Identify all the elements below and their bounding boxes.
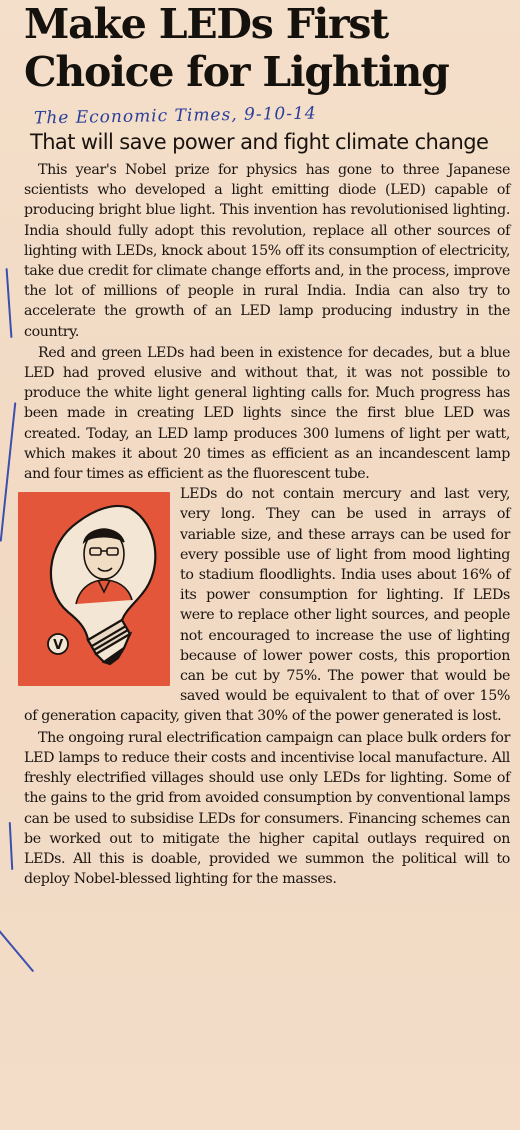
paragraph-4: The ongoing rural electrification campai… <box>24 729 510 888</box>
light-bulb-with-face-icon: V <box>47 505 157 666</box>
badge-letter: V <box>53 638 63 653</box>
margin-pen-mark <box>0 917 34 973</box>
headline-line-1: Make LEDs First <box>24 0 389 48</box>
handwritten-source-note: The Economic Times, 9-10-14 <box>33 103 317 129</box>
margin-pen-mark <box>8 821 14 871</box>
subheadline: That will save power and fight climate c… <box>30 130 489 154</box>
paragraph-2: Red and green LEDs had been in existence… <box>24 344 510 483</box>
paragraph-1: This year's Nobel prize for physics has … <box>24 162 510 340</box>
margin-pen-mark <box>0 402 17 542</box>
article-body: This year's Nobel prize for physics has … <box>18 160 510 889</box>
paragraph-3: LEDs do not contain mercury and last ver… <box>24 486 510 725</box>
headline: Make LEDs First Choice for Lighting <box>24 0 514 96</box>
led-bulb-illustration: V <box>18 492 170 687</box>
margin-pen-mark <box>5 268 13 338</box>
headline-line-2: Choice for Lighting <box>24 48 450 96</box>
